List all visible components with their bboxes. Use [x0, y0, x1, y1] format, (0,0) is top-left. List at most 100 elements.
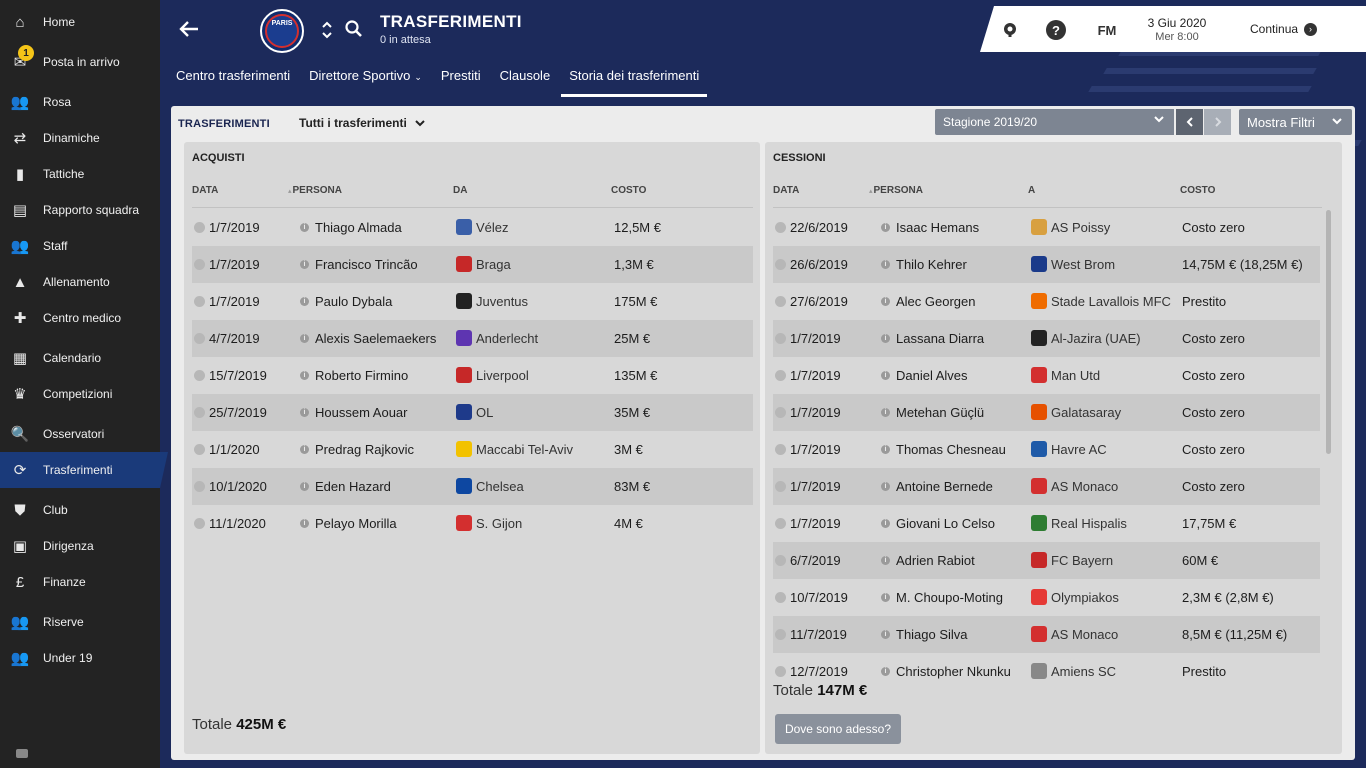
player-name[interactable]: Alec Georgen	[896, 294, 976, 309]
table-row[interactable]: 25/7/2019 i Houssem Aouar OL 35M €	[192, 394, 753, 431]
column-header-cost[interactable]: COSTO	[1180, 185, 1216, 196]
back-arrow-icon[interactable]	[178, 18, 204, 44]
club-name[interactable]: Amiens SC	[1051, 664, 1117, 679]
club-name[interactable]: West Brom	[1051, 257, 1116, 272]
player-name[interactable]: Metehan Güçlü	[896, 405, 985, 420]
tab-prestiti[interactable]: Prestiti	[441, 68, 481, 95]
player-name[interactable]: Predrag Rajkovic	[315, 442, 414, 457]
player-name[interactable]: Lassana Diarra	[896, 331, 985, 346]
cessioni-scroll-area[interactable]: 22/6/2019 i Isaac Hemans AS Poissy Costo zer…	[765, 209, 1320, 682]
info-icon[interactable]: i	[881, 482, 890, 491]
sidebar-item-competizioni[interactable]: ♛ Competizioni	[0, 376, 160, 412]
table-row[interactable]: 1/7/2019 i Antoine Bernede AS Monaco Costo z…	[773, 468, 1320, 505]
sidebar-item-dirigenza[interactable]: ▣ Dirigenza	[0, 528, 160, 564]
table-row[interactable]: 26/6/2019 i Thilo Kehrer West Brom 14,75M € …	[773, 246, 1320, 283]
sidebar-item-posta-in-arrivo[interactable]: ✉ 1 Posta in arrivo	[0, 44, 160, 80]
player-name[interactable]: Thiago Almada	[315, 220, 402, 235]
info-icon[interactable]: i	[300, 297, 309, 306]
player-name[interactable]: Alexis Saelemaekers	[315, 331, 437, 346]
info-icon[interactable]: i	[881, 667, 890, 676]
table-row[interactable]: 1/7/2019 i Giovani Lo Celso Real Hispalis 17…	[773, 505, 1320, 542]
info-icon[interactable]: i	[881, 371, 890, 380]
club-name[interactable]: Vélez	[476, 220, 509, 235]
column-header-person[interactable]: ▴PERSONA	[288, 185, 342, 196]
player-name[interactable]: Adrien Rabiot	[896, 553, 975, 568]
info-icon[interactable]: i	[881, 334, 890, 343]
sidebar-item-osservatori[interactable]: 🔍 Osservatori	[0, 416, 160, 452]
club-name[interactable]: AS Monaco	[1051, 627, 1119, 642]
column-header-date[interactable]: DATA	[192, 185, 219, 196]
continue-button[interactable]: Continua ›	[1250, 18, 1318, 40]
previous-season-button[interactable]	[1176, 109, 1204, 135]
fm-logo-icon[interactable]: FM	[1097, 22, 1117, 38]
table-row[interactable]: 11/7/2019 i Thiago Silva AS Monaco 8,5M € (1…	[773, 616, 1320, 653]
sidebar-item-home[interactable]: ⌂ Home	[0, 4, 160, 40]
table-row[interactable]: 4/7/2019 i Alexis Saelemaekers Anderlecht 25…	[192, 320, 753, 357]
scrollbar[interactable]	[1326, 210, 1331, 454]
next-season-button[interactable]	[1204, 109, 1231, 135]
sidebar-item-tattiche[interactable]: ▮ Tattiche	[0, 156, 160, 192]
info-icon[interactable]: i	[881, 630, 890, 639]
tab-clausole[interactable]: Clausole	[500, 68, 551, 95]
where-are-they-now-button[interactable]: Dove sono adesso?	[775, 714, 901, 744]
info-icon[interactable]: i	[881, 556, 890, 565]
player-name[interactable]: Eden Hazard	[315, 479, 391, 494]
info-icon[interactable]: i	[881, 297, 890, 306]
column-header-club[interactable]: A	[1028, 185, 1036, 196]
table-row[interactable]: 15/7/2019 i Roberto Firmino Liverpool 135M €	[192, 357, 753, 394]
table-row[interactable]: 1/7/2019 i Lassana Diarra Al-Jazira (UAE) Co…	[773, 320, 1320, 357]
table-row[interactable]: 1/7/2019 i Daniel Alves Man Utd Costo zero	[773, 357, 1320, 394]
club-logo[interactable]: PARIS	[260, 9, 304, 53]
table-row[interactable]: 27/6/2019 i Alec Georgen Stade Lavallois MF…	[773, 283, 1320, 320]
club-name[interactable]: Braga	[476, 257, 511, 272]
table-row[interactable]: 1/1/2020 i Predrag Rajkovic Maccabi Tel-Avi…	[192, 431, 753, 468]
info-icon[interactable]: i	[300, 223, 309, 232]
sidebar-item-rosa[interactable]: 👥 Rosa	[0, 84, 160, 120]
club-name[interactable]: Olympiakos	[1051, 590, 1119, 605]
club-name[interactable]: AS Poissy	[1051, 220, 1111, 235]
sidebar-item-allenamento[interactable]: ▲ Allenamento	[0, 264, 160, 300]
info-icon[interactable]: i	[881, 260, 890, 269]
sidebar-item-calendario[interactable]: ▦ Calendario	[0, 340, 160, 376]
table-row[interactable]: 10/1/2020 i Eden Hazard Chelsea 83M €	[192, 468, 753, 505]
club-name[interactable]: AS Monaco	[1051, 479, 1119, 494]
tab-direttore-sportivo[interactable]: Direttore Sportivo ⌄	[309, 68, 422, 95]
player-name[interactable]: Thilo Kehrer	[896, 257, 967, 272]
sidebar-item-under-19[interactable]: 👥 Under 19	[0, 640, 160, 676]
player-name[interactable]: Thiago Silva	[896, 627, 968, 642]
season-dropdown[interactable]: Stagione 2019/20	[935, 109, 1175, 135]
table-row[interactable]: 1/7/2019 i Paulo Dybala Juventus 175M €	[192, 283, 753, 320]
info-icon[interactable]: i	[881, 408, 890, 417]
column-header-date[interactable]: DATA	[773, 185, 800, 196]
player-name[interactable]: Isaac Hemans	[896, 220, 980, 235]
club-name[interactable]: Stade Lavallois MFC	[1051, 294, 1171, 309]
table-row[interactable]: 1/7/2019 i Francisco Trincão Braga 1,3M €	[192, 246, 753, 283]
club-name[interactable]: Maccabi Tel-Aviv	[476, 442, 574, 457]
table-row[interactable]: 11/1/2020 i Pelayo Morilla S. Gijon 4M €	[192, 505, 753, 542]
info-icon[interactable]: i	[300, 408, 309, 417]
table-row[interactable]: 1/7/2019 i Thomas Chesneau Havre AC Costo ze…	[773, 431, 1320, 468]
club-name[interactable]: FC Bayern	[1051, 553, 1114, 568]
club-name[interactable]: OL	[476, 405, 494, 420]
player-name[interactable]: Pelayo Morilla	[315, 516, 397, 531]
info-icon[interactable]: i	[881, 519, 890, 528]
club-name[interactable]: Chelsea	[476, 479, 524, 494]
player-name[interactable]: Roberto Firmino	[315, 368, 409, 383]
search-icon[interactable]	[344, 19, 364, 39]
sidebar-item-riserve[interactable]: 👥 Riserve	[0, 604, 160, 640]
transfer-type-dropdown[interactable]: Tutti i trasferimenti	[299, 116, 425, 130]
column-header-person[interactable]: ▴PERSONA	[869, 185, 923, 196]
club-name[interactable]: Juventus	[476, 294, 529, 309]
sidebar-item-rapporto-squadra[interactable]: ▤ Rapporto squadra	[0, 192, 160, 228]
sidebar-item-trasferimenti[interactable]: ⟳ Trasferimenti	[0, 452, 168, 488]
sidebar-item-staff[interactable]: 👥 Staff	[0, 228, 160, 264]
info-icon[interactable]: i	[300, 334, 309, 343]
info-icon[interactable]: i	[881, 445, 890, 454]
club-name[interactable]: Man Utd	[1051, 368, 1101, 383]
sidebar-item-dinamiche[interactable]: ⇄ Dinamiche	[0, 120, 160, 156]
club-name[interactable]: Galatasaray	[1051, 405, 1122, 420]
tab-centro-trasferimenti[interactable]: Centro trasferimenti	[176, 68, 290, 95]
info-icon[interactable]: i	[300, 260, 309, 269]
player-name[interactable]: Thomas Chesneau	[896, 442, 1006, 457]
info-icon[interactable]: i	[300, 445, 309, 454]
